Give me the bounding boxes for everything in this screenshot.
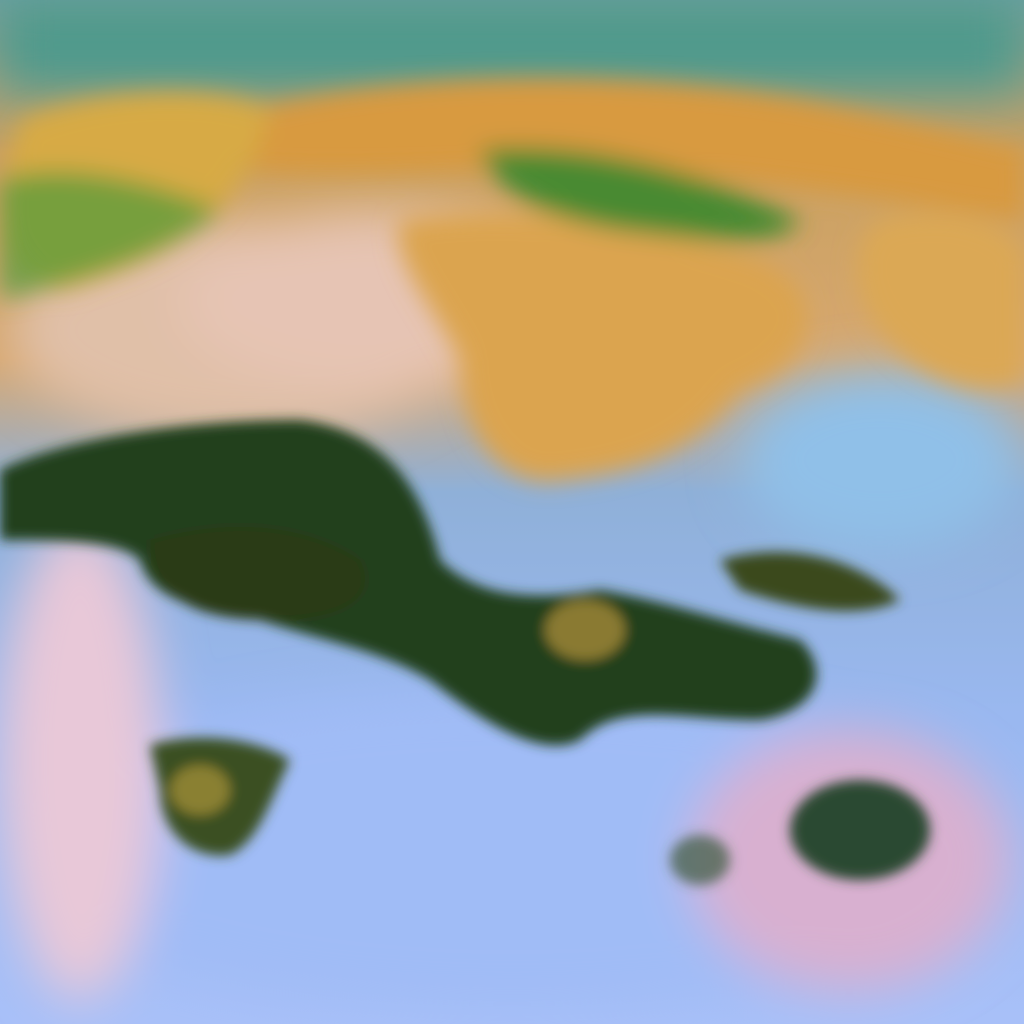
land-dark-mainland: [0, 420, 817, 746]
island-west-core: [170, 765, 230, 815]
land-brown-patch: [545, 600, 625, 660]
land-plateau: [150, 526, 366, 620]
pink-sw: [0, 520, 160, 1000]
island-southeast: [790, 780, 930, 880]
cloud-orange-central: [398, 212, 807, 482]
top-band: [0, 0, 1024, 90]
island-southeast-2: [670, 835, 730, 885]
cloud-orange-north: [250, 78, 1024, 220]
green-band: [480, 148, 800, 240]
land-east-peninsula: [720, 552, 900, 611]
cloud-orange-east: [857, 213, 1024, 388]
green-west-strip: [0, 171, 220, 300]
sea-east: [740, 370, 1020, 550]
